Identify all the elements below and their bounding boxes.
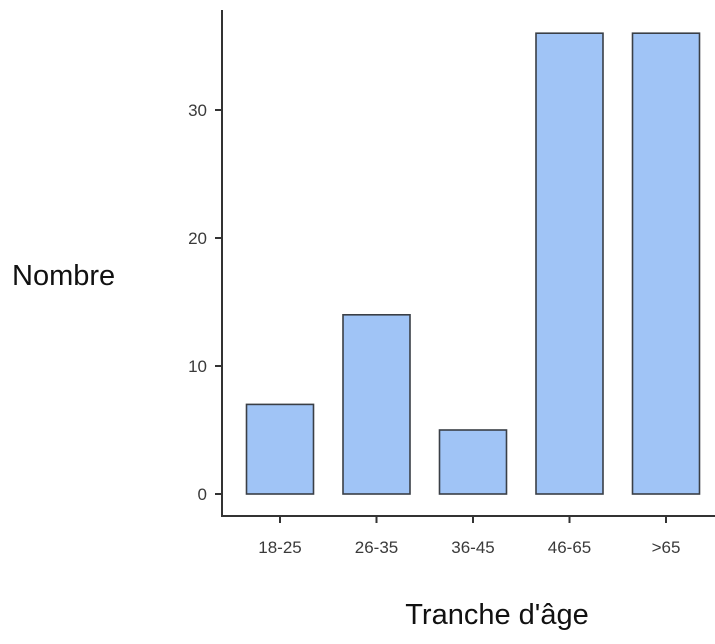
x-tick-label: >65 <box>652 538 681 557</box>
bar-3 <box>535 32 604 495</box>
y-ticks: 0 10 20 30 <box>188 101 222 504</box>
y-tick-label: 30 <box>188 101 207 120</box>
bar-0 <box>245 403 315 495</box>
x-axis-title: Tranche d'âge <box>405 599 588 631</box>
x-tick-label: 18-25 <box>258 538 301 557</box>
y-tick-label: 10 <box>188 357 207 376</box>
x-tick-label: 46-65 <box>548 538 591 557</box>
bar-4 <box>631 32 701 495</box>
bars-layer <box>245 32 701 495</box>
axes-layer <box>221 10 715 517</box>
x-tick-label: 36-45 <box>451 538 494 557</box>
y-tick-label: 0 <box>198 485 207 504</box>
y-axis-title: Nombre <box>12 260 115 292</box>
bar-2 <box>438 429 508 495</box>
x-tick-label: 26-35 <box>355 538 398 557</box>
x-ticks: 18-25 26-35 36-45 46-65 >65 <box>258 516 680 557</box>
y-tick-label: 20 <box>188 229 207 248</box>
bar-1 <box>342 313 411 495</box>
